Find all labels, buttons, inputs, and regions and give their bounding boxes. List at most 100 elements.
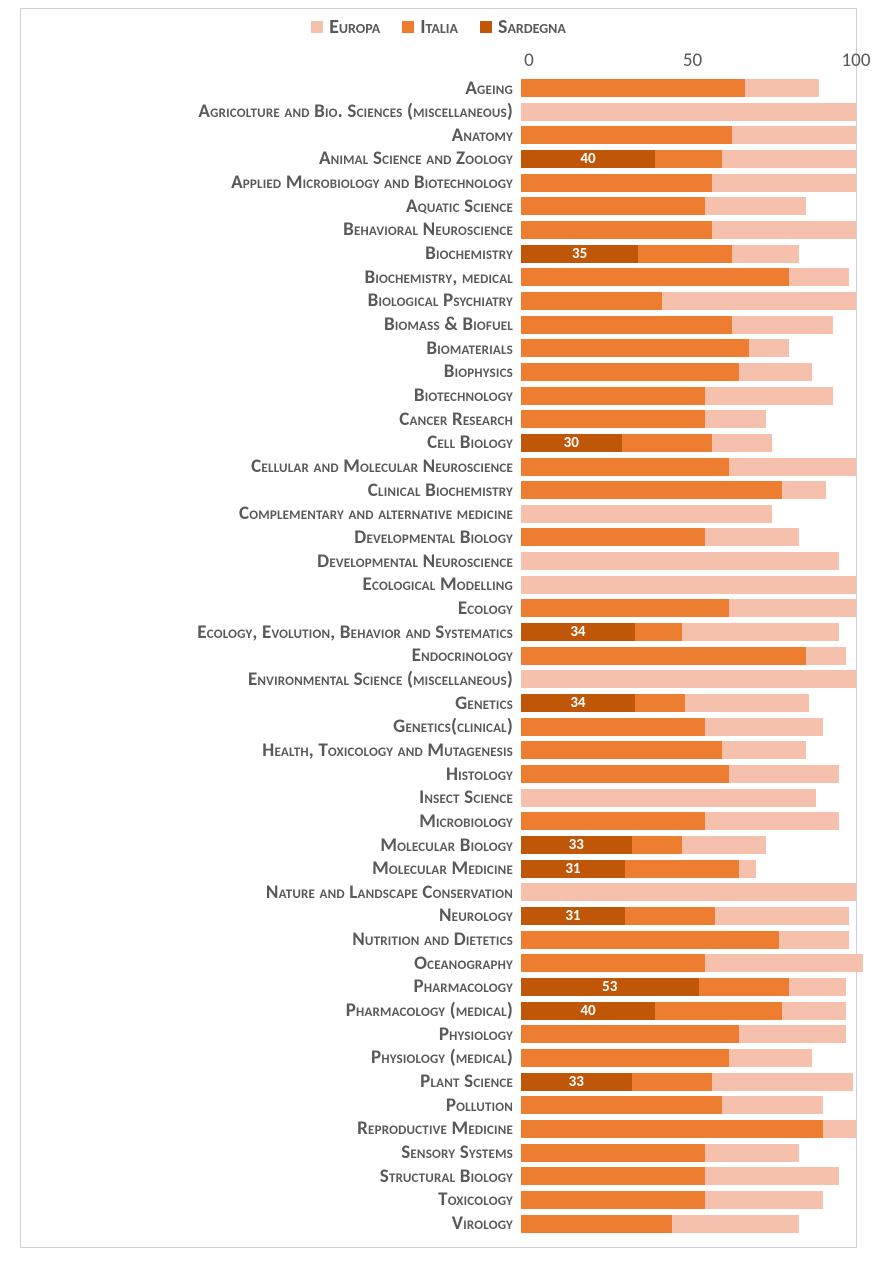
- bar-track: [521, 576, 856, 594]
- bar-track: 31: [521, 860, 856, 878]
- x-tick-50: 50: [683, 49, 702, 72]
- bar-row: Sensory Systems: [21, 1142, 856, 1164]
- bar-row: Health, Toxicology and Mutagenesis: [21, 739, 856, 761]
- bar-value-label: 31: [521, 860, 625, 878]
- bar-segment-italia: [521, 1120, 823, 1138]
- bar-segment-europa: [729, 599, 856, 617]
- bar-track: [521, 883, 856, 901]
- legend-item-europa: Europa: [311, 15, 380, 39]
- bar-segment-europa: [732, 245, 799, 263]
- category-label: Neurology: [21, 904, 521, 927]
- category-label: Biological Psychiatry: [21, 289, 521, 312]
- category-label: Complementary and alternative medicine: [21, 502, 521, 525]
- bar-segment-italia: [521, 387, 705, 405]
- x-axis: 0 50 100: [21, 47, 856, 77]
- bar-row: Clinical Biochemistry: [21, 479, 856, 501]
- category-label: Insect Science: [21, 786, 521, 809]
- bar-value-label: 33: [521, 836, 632, 854]
- bar-segment-italia: [638, 245, 732, 263]
- category-label: Pollution: [21, 1094, 521, 1117]
- bar-row: Biological Psychiatry: [21, 290, 856, 312]
- bar-row: Agricolture and Bio. Sciences (miscellan…: [21, 101, 856, 123]
- bar-track: 33: [521, 836, 856, 854]
- bar-segment-italia: [521, 174, 712, 192]
- category-label: Developmental Neuroscience: [21, 550, 521, 573]
- bar-track: [521, 481, 856, 499]
- bar-segment-italia: [521, 1144, 705, 1162]
- bar-value-label: 53: [521, 978, 699, 996]
- bar-track: [521, 1025, 856, 1043]
- bar-row: Behavioral Neuroscience: [21, 219, 856, 241]
- category-label: Cancer Research: [21, 408, 521, 431]
- bar-track: 40: [521, 1002, 856, 1020]
- bar-row: Endocrinology: [21, 645, 856, 667]
- bar-row: Developmental Biology: [21, 526, 856, 548]
- bar-row: Genetics(clinical): [21, 716, 856, 738]
- bar-row: Pharmacology (medical)40: [21, 1000, 856, 1022]
- bar-row: Cancer Research: [21, 408, 856, 430]
- bar-segment-italia: [521, 410, 705, 428]
- bar-track: 35: [521, 245, 856, 263]
- bar-segment-italia: [521, 458, 729, 476]
- bar-segment-europa: [521, 552, 839, 570]
- bar-row: Physiology (medical): [21, 1047, 856, 1069]
- bar-segment-europa: [729, 458, 856, 476]
- x-tick-100: 100: [842, 49, 871, 72]
- bar-segment-italia: [655, 1002, 782, 1020]
- bar-segment-italia: [521, 481, 782, 499]
- bar-track: [521, 931, 856, 949]
- category-label: Biomaterials: [21, 337, 521, 360]
- bar-segment-italia: [632, 1073, 712, 1091]
- bar-value-label: 30: [521, 434, 622, 452]
- legend-swatch-europa: [311, 21, 323, 33]
- bar-row: Applied Microbiology and Biotechnology: [21, 172, 856, 194]
- bar-segment-italia: [625, 907, 715, 925]
- bar-segment-italia: [521, 1025, 739, 1043]
- category-label: Reproductive Medicine: [21, 1117, 521, 1140]
- bar-segment-italia: [699, 978, 789, 996]
- category-label: Biomass & Biofuel: [21, 313, 521, 336]
- category-label: Anatomy: [21, 124, 521, 147]
- bar-row: Ecology: [21, 597, 856, 619]
- legend: Europa Italia Sardegna: [21, 9, 856, 47]
- bar-row: Structural Biology: [21, 1165, 856, 1187]
- category-label: Clinical Biochemistry: [21, 479, 521, 502]
- bar-track: [521, 765, 856, 783]
- category-label: Ecological Modelling: [21, 573, 521, 596]
- bar-segment-italia: [655, 150, 722, 168]
- bar-track: [521, 1120, 856, 1138]
- legend-label-europa: Europa: [329, 15, 380, 39]
- x-tick-0: 0: [524, 49, 534, 72]
- bar-segment-europa: [521, 576, 856, 594]
- bar-segment-italia: [521, 1049, 729, 1067]
- bar-track: [521, 268, 856, 286]
- bar-segment-italia: [521, 528, 705, 546]
- bar-segment-europa: [705, 1144, 799, 1162]
- legend-swatch-italia: [402, 21, 414, 33]
- legend-item-italia: Italia: [402, 15, 458, 39]
- bar-track: [521, 1215, 856, 1233]
- bar-value-label: 33: [521, 1073, 632, 1091]
- bar-segment-europa: [715, 907, 849, 925]
- bar-segment-europa: [739, 1025, 846, 1043]
- bar-row: Cellular and Molecular Neuroscience: [21, 456, 856, 478]
- category-label: Genetics: [21, 692, 521, 715]
- category-label: Histology: [21, 763, 521, 786]
- bar-track: [521, 1144, 856, 1162]
- category-label: Molecular Medicine: [21, 857, 521, 880]
- bar-segment-italia: [521, 126, 732, 144]
- bar-segment-europa: [521, 883, 856, 901]
- bar-row: Cell Biology30: [21, 432, 856, 454]
- bar-segment-europa: [682, 623, 839, 641]
- bar-track: [521, 789, 856, 807]
- category-label: Health, Toxicology and Mutagenesis: [21, 739, 521, 762]
- bar-track: [521, 1191, 856, 1209]
- bar-track: [521, 197, 856, 215]
- bar-row: Toxicology: [21, 1189, 856, 1211]
- bar-row: Complementary and alternative medicine: [21, 503, 856, 525]
- bar-track: [521, 552, 856, 570]
- bar-track: [521, 1096, 856, 1114]
- bar-row: Pharmacology53: [21, 976, 856, 998]
- bar-segment-europa: [662, 292, 856, 310]
- bar-segment-italia: [632, 836, 682, 854]
